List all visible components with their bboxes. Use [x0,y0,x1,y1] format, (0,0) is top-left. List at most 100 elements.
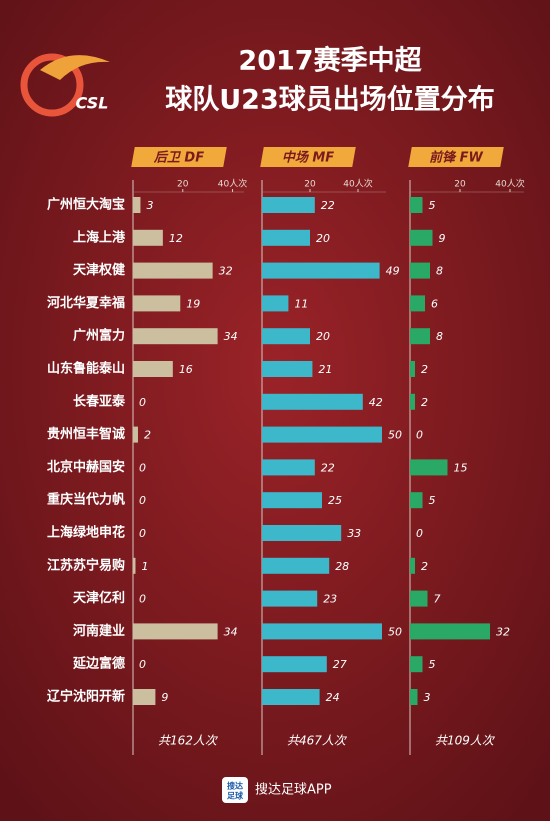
value-label: 50 [388,625,402,638]
value-label: 34 [224,330,238,343]
value-label: 24 [326,691,340,704]
bar [262,590,318,607]
logo: CSL [20,53,110,117]
value-label: 16 [179,363,193,376]
bar [410,492,423,509]
value-label: 3 [424,691,431,704]
value-label: 12 [169,232,183,245]
bar [133,557,136,574]
value-label: 2 [421,560,428,573]
bar [262,361,313,377]
total-label: 共467人次 [287,734,348,748]
panel-header [408,147,504,167]
category-label: 上海绿地申花 [47,525,125,541]
value-label: 5 [429,658,436,671]
category-label: 广州富力 [73,328,125,344]
logo-text: CSL [76,94,109,113]
x-tick-label: 40人次 [343,178,372,190]
bar [262,656,327,673]
category-label: 天津亿利 [73,590,125,606]
value-label: 25 [328,494,342,507]
category-label: 河北华夏幸福 [47,295,125,311]
bar [410,328,430,345]
x-tick-label: 40人次 [495,178,524,190]
bar [410,229,433,246]
bar [262,459,315,476]
bar [262,557,330,574]
bar [133,262,213,279]
bar [262,229,310,246]
footer-text: 搜达足球APP [255,783,332,798]
x-tick-label: 20 [177,180,189,190]
icon-text: 足球 [227,791,244,801]
panel-header-label: 中场 MF [282,150,334,166]
category-label: 江苏苏宁易购 [47,557,125,573]
bar [133,197,141,213]
value-label: 3 [146,199,153,212]
value-label: 8 [436,330,443,343]
category-label: 山东鲁能泰山 [47,361,125,377]
bar [410,361,415,377]
value-label: 9 [161,691,168,704]
bar [410,656,423,673]
value-label: 22 [321,461,335,474]
value-label: 0 [139,593,146,606]
value-label: 20 [316,232,330,245]
category-label: 贵州恒丰智诚 [47,426,125,442]
value-label: 0 [139,527,146,540]
value-label: 0 [416,527,423,540]
bar [262,492,322,509]
bar [410,557,415,574]
category-label: 延边富德 [72,656,125,672]
panel-header-label: 前锋 FW [429,150,483,166]
value-label: 7 [434,593,441,606]
value-label: 49 [386,265,400,278]
bar [133,623,218,640]
value-label: 15 [454,461,468,474]
value-label: 28 [335,560,349,573]
bar [133,328,218,345]
value-label: 9 [439,232,446,245]
icon-text: 搜达 [227,781,243,791]
bar [133,426,138,443]
value-label: 5 [429,494,436,507]
bar [262,393,363,410]
value-label: 32 [219,265,233,278]
bar [262,197,315,213]
value-label: 22 [321,199,335,212]
value-label: 27 [333,658,347,671]
value-label: 2 [144,429,151,442]
bar [133,229,163,246]
value-label: 0 [139,658,146,671]
category-label: 广州恒大淘宝 [47,197,125,213]
value-label: 34 [224,625,238,638]
category-label: 北京中赫国安 [47,459,125,475]
bar [262,295,289,312]
bar [410,197,423,213]
bar [133,689,156,705]
bar [410,623,490,640]
bar [410,262,430,279]
bar [410,393,415,410]
value-label: 32 [496,625,510,638]
app-icon [222,777,248,803]
panel-header-label: 后卫 DF [153,150,204,166]
bar [133,361,173,377]
value-label: 33 [347,527,361,540]
value-label: 8 [436,265,443,278]
category-label: 天津权健 [73,262,125,278]
category-label: 河南建业 [73,623,125,639]
value-label: 5 [429,199,436,212]
panel-header [260,147,356,167]
value-label: 42 [369,396,383,409]
category-label: 上海上港 [73,229,126,245]
subtitle: 球队U23球员出场位置分布 [165,84,495,116]
bar [262,689,320,705]
value-label: 1 [141,560,148,573]
x-tick-label: 20 [454,180,466,190]
bar [262,426,382,443]
bar [410,590,428,607]
category-label: 辽宁沈阳开新 [47,689,125,705]
